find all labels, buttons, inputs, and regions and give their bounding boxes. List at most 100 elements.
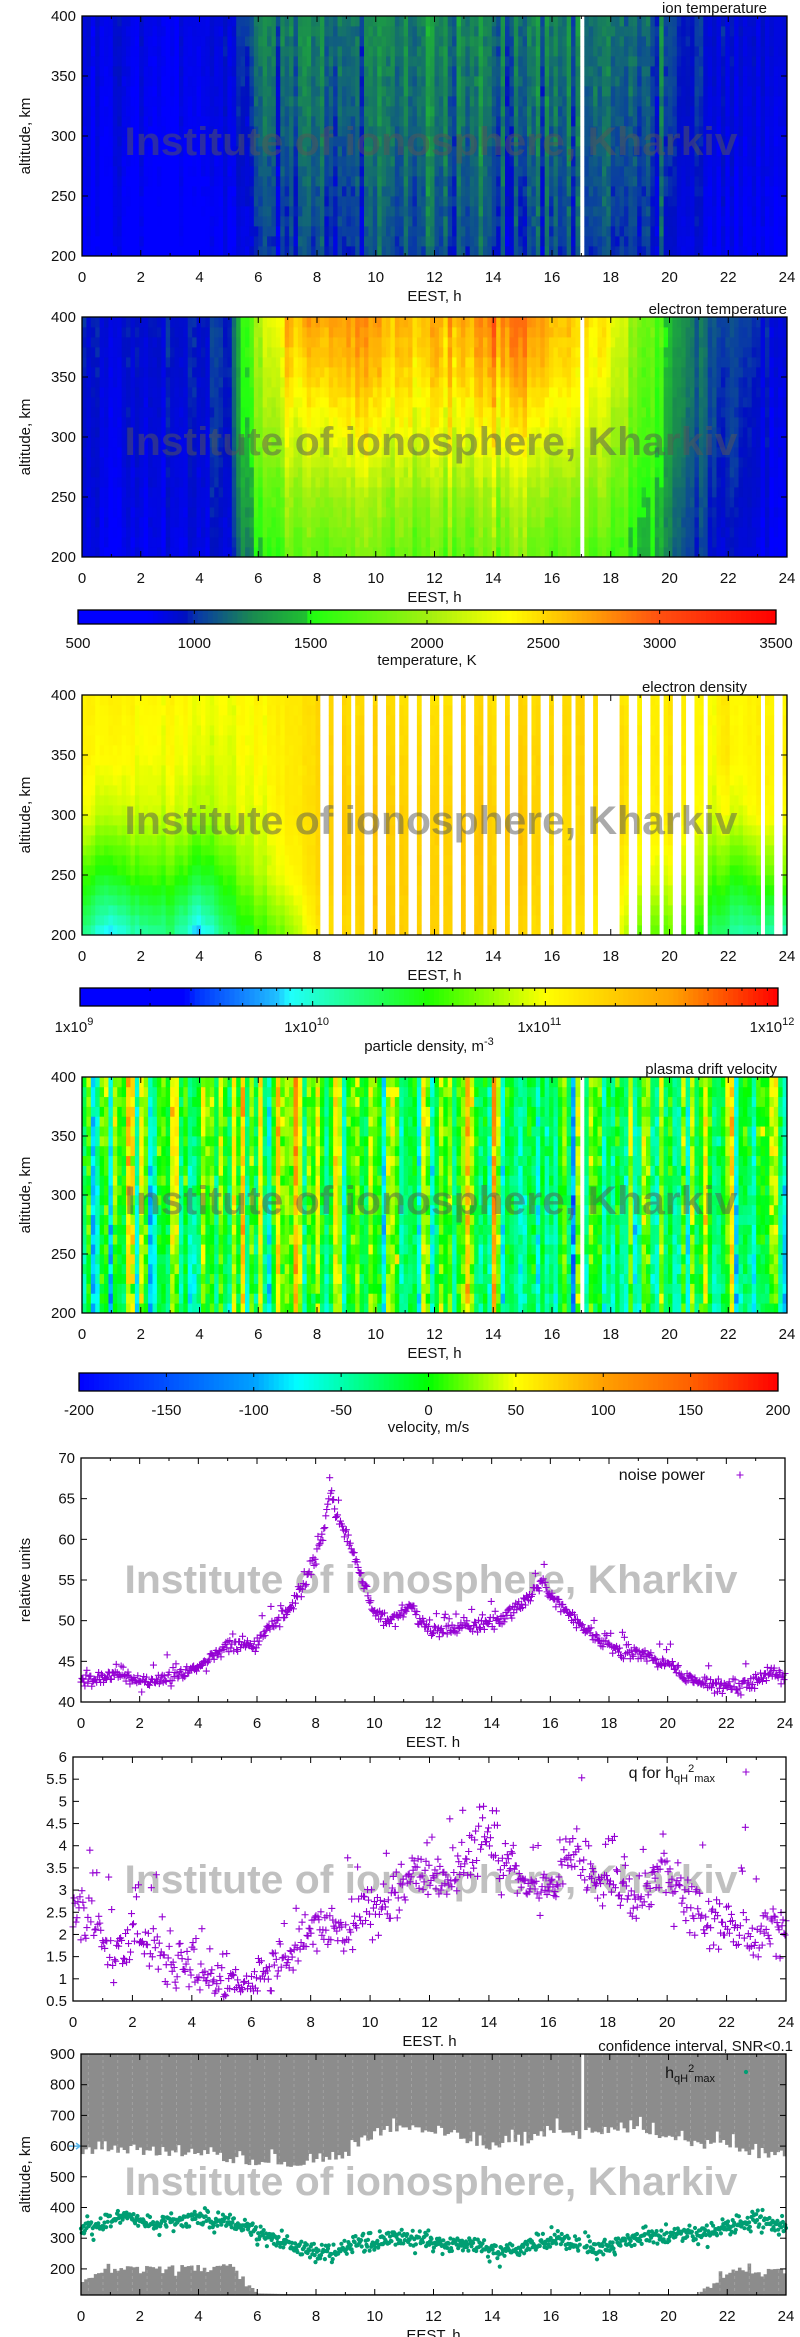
heatmap-cell (720, 26, 726, 37)
heatmap-cell (148, 36, 153, 47)
heatmap-cell (183, 347, 189, 358)
heatmap-cell (720, 96, 726, 107)
heatmap-cell (487, 106, 493, 117)
heatmap-cell (522, 196, 528, 207)
heatmap-cell (214, 347, 219, 358)
heatmap-cell (527, 136, 532, 147)
heatmap-cell (438, 136, 444, 147)
heatmap-cell (403, 236, 409, 247)
heatmap-cell (522, 236, 528, 247)
heatmap-cell (355, 116, 360, 127)
heatmap-cell (148, 497, 153, 508)
heatmap-cell (756, 116, 761, 127)
heatmap-cell (152, 156, 158, 167)
heatmap-cell (267, 347, 272, 358)
heatmap-cell (416, 96, 422, 107)
heatmap-cell (253, 46, 259, 57)
heatmap-cell (280, 186, 286, 197)
heatmap-cell (258, 407, 264, 418)
heatmap-cell (540, 186, 546, 197)
heatmap-cell (240, 447, 246, 458)
heatmap-cell (500, 16, 506, 27)
heatmap-cell (681, 56, 687, 67)
heatmap-cell (522, 96, 528, 107)
heatmap-cell (425, 96, 431, 107)
heatmap-cell (302, 196, 308, 207)
heatmap-cell (82, 387, 87, 398)
heatmap-cell (355, 246, 360, 257)
heatmap-cell (275, 457, 281, 468)
heatmap-cell (139, 56, 145, 67)
heatmap-cell (293, 196, 299, 207)
heatmap-cell (764, 216, 770, 227)
heatmap-cell (698, 26, 704, 37)
heatmap-cell (522, 186, 528, 197)
heatmap-cell (90, 96, 96, 107)
heatmap-cell (143, 86, 149, 97)
heatmap-cell (214, 106, 219, 117)
heatmap-cell (253, 427, 259, 438)
heatmap-cell (540, 116, 546, 127)
heatmap-cell (231, 487, 237, 498)
heatmap-cell (553, 106, 559, 117)
heatmap-cell (231, 236, 237, 247)
heatmap-cell (491, 86, 497, 97)
heatmap-cell (156, 206, 162, 217)
heatmap-cell (729, 46, 735, 57)
heatmap-cell (192, 16, 197, 27)
heatmap-cell (333, 86, 338, 97)
heatmap-cell (214, 517, 219, 528)
heatmap-cell (403, 196, 409, 207)
heatmap-cell (183, 457, 189, 468)
heatmap-cell (601, 56, 607, 67)
heatmap-cell (95, 236, 101, 247)
heatmap-cell (134, 86, 140, 97)
heatmap-cell (183, 477, 189, 488)
heatmap-cell (328, 156, 334, 167)
heatmap-cell (606, 16, 612, 27)
heatmap-cell (566, 36, 572, 47)
heatmap-cell (390, 226, 396, 237)
heatmap-cell (659, 76, 665, 87)
heatmap-cell (654, 36, 660, 47)
heatmap-cell (416, 166, 422, 177)
heatmap-cell (650, 106, 656, 117)
heatmap-cell (236, 216, 242, 227)
heatmap-cell (112, 317, 118, 328)
heatmap-cell (654, 196, 660, 207)
heatmap-cell (161, 497, 167, 508)
heatmap-cell (280, 146, 286, 157)
heatmap-cell (178, 357, 184, 368)
heatmap-cell (187, 56, 193, 67)
heatmap-cell (742, 126, 748, 137)
heatmap-cell (148, 437, 153, 448)
heatmap-cell (544, 226, 550, 237)
heatmap-cell (86, 16, 92, 27)
heatmap-cell (214, 156, 219, 167)
heatmap-cell (156, 477, 162, 488)
heatmap-cell (527, 116, 532, 127)
heatmap-cell (209, 397, 215, 408)
heatmap-cell (571, 36, 576, 47)
heatmap-cell (311, 116, 316, 127)
heatmap-cell (249, 66, 255, 77)
heatmap-cell (275, 86, 281, 97)
heatmap-cell (148, 397, 153, 408)
heatmap-cell (540, 66, 546, 77)
heatmap-cell (192, 176, 197, 187)
heatmap-cell (130, 96, 136, 107)
heatmap-cell (262, 136, 268, 147)
heatmap-cell (223, 417, 228, 428)
heatmap-cell (690, 126, 695, 137)
heatmap-cell (751, 206, 757, 217)
heatmap-cell (637, 166, 642, 177)
heatmap-cell (95, 367, 101, 378)
heatmap-cell (187, 477, 193, 488)
heatmap-cell (394, 126, 400, 137)
heatmap-cell (240, 156, 246, 167)
heatmap-cell (698, 226, 704, 237)
heatmap-cell (86, 196, 92, 207)
heatmap-cell (562, 76, 568, 87)
heatmap-cell (676, 66, 682, 77)
heatmap-cell (747, 106, 753, 117)
